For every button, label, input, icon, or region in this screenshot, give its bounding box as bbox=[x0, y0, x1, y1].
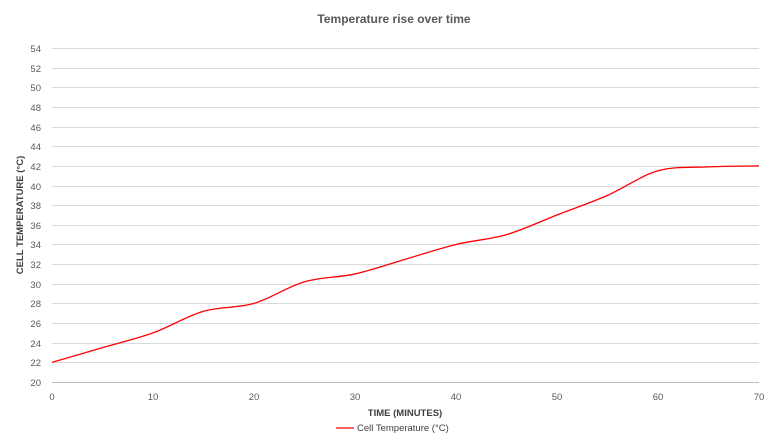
y-tick-label: 42 bbox=[30, 162, 41, 173]
gridlines bbox=[52, 48, 759, 383]
x-tick-label: 30 bbox=[350, 392, 361, 403]
y-axis-ticks: 20 22 24 26 28 30 32 34 36 38 40 42 44 46 48 50 52 54 bbox=[30, 44, 41, 389]
legend-label-cell-temperature: Cell Temperature (°C) bbox=[357, 423, 449, 434]
y-tick-label: 36 bbox=[30, 221, 41, 232]
series-layer bbox=[51, 165, 760, 363]
x-tick-label: 10 bbox=[148, 392, 159, 403]
y-tick-label: 38 bbox=[30, 201, 41, 212]
y-tick-label: 44 bbox=[30, 142, 41, 153]
y-tick-label: 30 bbox=[30, 280, 41, 291]
y-tick-label: 28 bbox=[30, 299, 41, 310]
x-tick-label: 70 bbox=[754, 392, 765, 403]
series-line-cell-temperature bbox=[51, 165, 760, 363]
y-tick-label: 26 bbox=[30, 319, 41, 330]
y-tick-label: 20 bbox=[30, 378, 41, 389]
y-tick-label: 46 bbox=[30, 123, 41, 134]
y-tick-label: 50 bbox=[30, 83, 41, 94]
y-tick-label: 40 bbox=[30, 182, 41, 193]
x-tick-label: 40 bbox=[451, 392, 462, 403]
x-tick-label: 60 bbox=[653, 392, 664, 403]
y-tick-label: 54 bbox=[30, 44, 41, 55]
y-tick-label: 24 bbox=[30, 339, 41, 350]
legend: Cell Temperature (°C) bbox=[336, 423, 449, 434]
x-tick-label: 50 bbox=[552, 392, 563, 403]
y-tick-label: 34 bbox=[30, 240, 41, 251]
y-axis-label: CELL TEMPERATURE (°C) bbox=[15, 156, 26, 275]
y-tick-label: 52 bbox=[30, 64, 41, 75]
y-tick-label: 32 bbox=[30, 260, 41, 271]
chart-title: Temperature rise over time bbox=[317, 12, 471, 26]
y-tick-label: 22 bbox=[30, 358, 41, 369]
x-tick-label: 20 bbox=[249, 392, 260, 403]
x-axis-label: TIME (MINUTES) bbox=[368, 408, 442, 419]
x-tick-label: 0 bbox=[49, 392, 54, 403]
x-axis-ticks: 0 10 20 30 40 50 60 70 bbox=[49, 392, 764, 403]
y-tick-label: 48 bbox=[30, 103, 41, 114]
